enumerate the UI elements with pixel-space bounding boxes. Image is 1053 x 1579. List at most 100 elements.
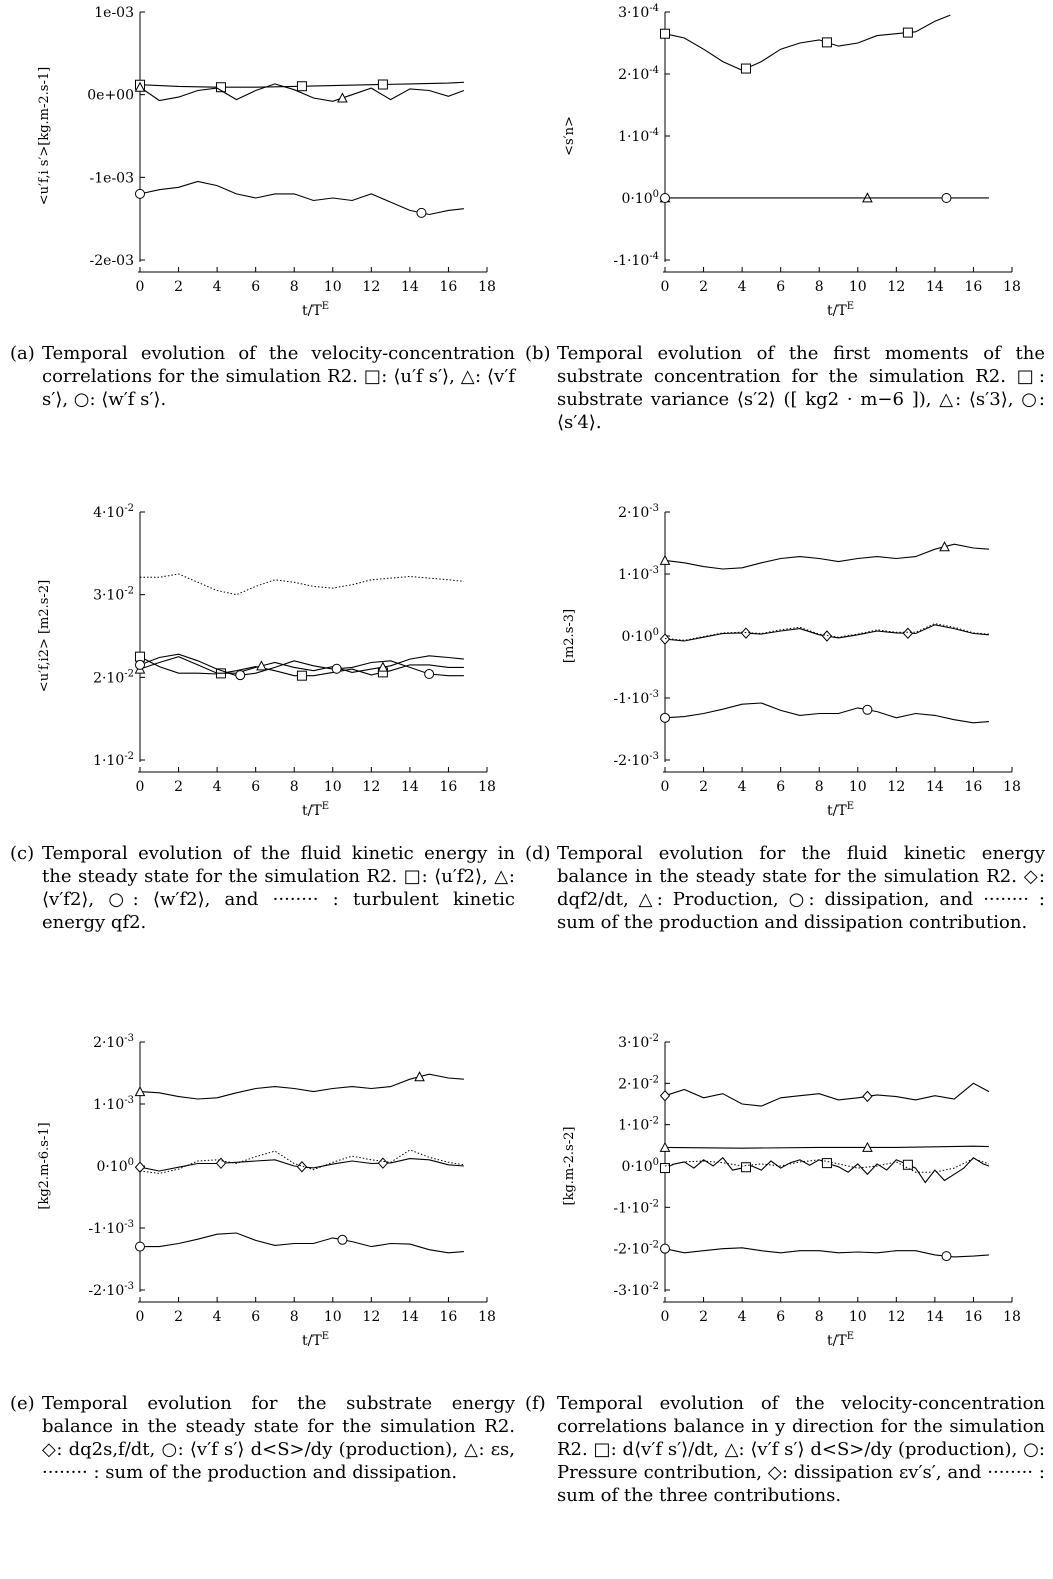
y-tick-label: 3·10-4 — [618, 3, 659, 21]
panel-e: -2·10-3 -1·10-3 0·100 1·10-3 2·10-3 0 2 4 6 8 10 12… — [0, 1030, 520, 1360]
x-tick-label: 18 — [478, 279, 496, 295]
circle-marker — [660, 1243, 670, 1254]
x-axis-label: t/TE — [302, 801, 329, 819]
x-tick-label: 16 — [965, 1309, 983, 1325]
y-tick-label: 2·10-2 — [93, 668, 134, 686]
y-tick-label: -1·10-3 — [613, 689, 659, 707]
caption-b-tag: (b) — [525, 343, 551, 364]
circle-marker — [337, 1234, 348, 1245]
caption-a-text: Temporal evolution of the velocity-conce… — [42, 343, 515, 410]
x-tick-label: 8 — [290, 779, 299, 795]
diamond-marker — [659, 633, 671, 645]
x-tick-label: 12 — [887, 279, 905, 295]
x-tick-label: 4 — [738, 279, 747, 295]
chart-c: 1·10-2 2·10-2 3·10-2 4·10-2 0 2 4 6 8 10 12 14 16 18 t… — [37, 503, 496, 819]
series-line — [139, 83, 465, 102]
y-axis-label: [kg2.m-6.s-1] — [37, 1122, 52, 1209]
circle-marker — [660, 193, 670, 203]
x-axis-label: t/TE — [827, 1331, 854, 1349]
x-tick-label: 6 — [251, 279, 260, 295]
y-tick-label: -2e-03 — [90, 253, 134, 269]
x-tick-label: 10 — [849, 1309, 867, 1325]
x-tick-label: 2 — [699, 1309, 708, 1325]
y-tick-label: 3·10-2 — [93, 586, 134, 604]
x-tick-label: 16 — [965, 279, 983, 295]
x-tick-label: 4 — [213, 279, 222, 295]
circle-marker — [135, 1241, 145, 1252]
chart-d: -2·10-3 -1·10-3 0·100 1·10-3 2·10-3 0 2 4 6 8 10 12… — [562, 503, 1021, 819]
panel-c: 1·10-2 2·10-2 3·10-2 4·10-2 0 2 4 6 8 10 12 14 16 18 t… — [0, 500, 520, 830]
series-line — [664, 543, 989, 570]
square-marker — [821, 37, 832, 48]
chart-b: -1·10-4 0·100 1·10-4 2·10-4 3·10-4 0 2 4 6 8 10 12 1… — [562, 3, 1021, 319]
diamond-marker — [296, 1160, 308, 1173]
x-axis-label: t/TE — [302, 301, 329, 319]
triangle-marker — [337, 92, 348, 103]
x-tick-label: 6 — [251, 779, 260, 795]
circle-marker — [941, 1251, 952, 1262]
y-tick-label: -1·10-2 — [613, 1198, 659, 1216]
caption-e-text: Temporal evolution for the substrate ene… — [42, 1393, 515, 1483]
triangle-marker — [659, 554, 671, 565]
series-line — [664, 702, 989, 724]
x-tick-label: 10 — [324, 1309, 342, 1325]
chart-e: -2·10-3 -1·10-3 0·100 1·10-3 2·10-3 0 2 4 6 8 10 12… — [37, 1033, 496, 1349]
y-tick-label: 2·10-3 — [93, 1033, 134, 1051]
x-tick-label: 18 — [1003, 1309, 1021, 1325]
circle-marker — [235, 670, 246, 681]
y-tick-label: -1·10-3 — [88, 1219, 134, 1237]
x-tick-label: 8 — [290, 1309, 299, 1325]
x-tick-label: 2 — [699, 279, 708, 295]
y-tick-label: 4·10-2 — [93, 503, 134, 521]
x-tick-label: 8 — [815, 779, 824, 795]
caption-b-text: Temporal evolution of the first moments … — [557, 343, 1045, 433]
circle-marker — [135, 659, 145, 670]
triangle-marker — [134, 1086, 146, 1097]
y-tick-label: 2·10-4 — [618, 65, 659, 83]
panel-b: -1·10-4 0·100 1·10-4 2·10-4 3·10-4 0 2 4 6 8 10 12 1… — [525, 0, 1053, 330]
x-tick-label: 0 — [136, 1309, 145, 1325]
y-tick-label: -2·10-3 — [88, 1281, 134, 1299]
square-marker — [821, 1158, 832, 1169]
x-tick-label: 12 — [362, 279, 380, 295]
series-line — [139, 1149, 464, 1174]
x-tick-label: 2 — [174, 1309, 183, 1325]
square-marker — [377, 79, 388, 90]
square-marker — [740, 63, 751, 74]
x-tick-label: 4 — [213, 1309, 222, 1325]
x-tick-label: 2 — [699, 779, 708, 795]
diamond-marker — [902, 627, 914, 640]
x-axis-label: t/TE — [827, 301, 854, 319]
circle-marker — [660, 712, 670, 723]
y-tick-label: 1·10-4 — [618, 127, 659, 145]
square-marker — [296, 670, 307, 681]
x-tick-label: 6 — [776, 279, 785, 295]
caption-c-text: Temporal evolution of the fluid kinetic … — [42, 843, 515, 933]
triangle-marker — [862, 1141, 873, 1152]
panel-d: -2·10-3 -1·10-3 0·100 1·10-3 2·10-3 0 2 4 6 8 10 12… — [525, 500, 1053, 830]
square-marker — [135, 651, 145, 662]
caption-f: (f) Temporal evolution of the velocity-c… — [525, 1392, 1045, 1507]
panel-a: -2e-03 -1e-03 0e+00 1e-03 0 2 4 6 8 10 12 14 16 18 t/T… — [0, 0, 520, 330]
y-tick-label: 0·100 — [621, 627, 659, 645]
x-tick-label: 4 — [213, 779, 222, 795]
series-line — [139, 81, 464, 88]
x-tick-label: 10 — [849, 279, 867, 295]
y-tick-label: 2·10-3 — [618, 503, 659, 521]
triangle-marker — [659, 1141, 671, 1152]
circle-marker — [416, 207, 427, 218]
series-line — [664, 1158, 990, 1173]
x-tick-label: 16 — [440, 1309, 458, 1325]
caption-c-tag: (c) — [10, 843, 35, 864]
diamond-marker — [862, 1090, 873, 1103]
caption-a-tag: (a) — [10, 343, 35, 364]
y-tick-label: -1e-03 — [90, 170, 134, 186]
caption-b: (b) Temporal evolution of the first mome… — [525, 342, 1045, 434]
diamond-marker — [215, 1157, 227, 1170]
x-tick-label: 18 — [478, 779, 496, 795]
x-tick-label: 0 — [136, 279, 145, 295]
caption-a: (a) Temporal evolution of the velocity-c… — [10, 342, 515, 411]
series-line — [664, 14, 951, 71]
y-axis-label: [m2.s-3] — [562, 609, 577, 663]
diamond-marker — [740, 627, 752, 639]
